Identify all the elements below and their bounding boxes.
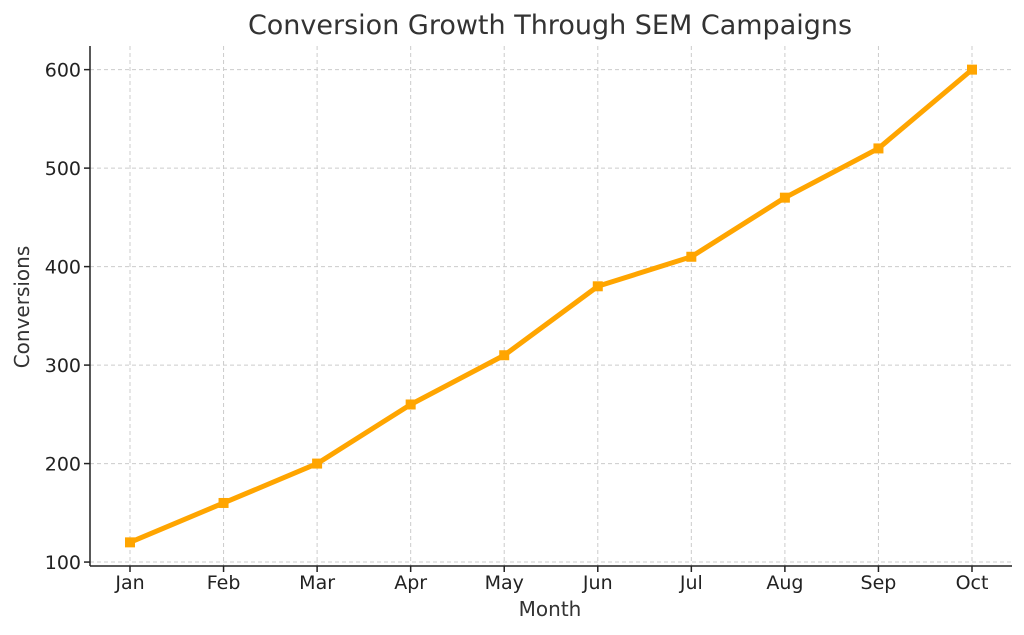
- x-tick-label-oct: Oct: [956, 572, 989, 594]
- y-tick-label-100: 100: [45, 552, 81, 574]
- x-tick-label-jul: Jul: [679, 572, 703, 594]
- y-tick-label-400: 400: [45, 257, 81, 279]
- x-tick-label-aug: Aug: [766, 572, 803, 594]
- x-tick-label-apr: Apr: [394, 572, 427, 594]
- axes: Jan Feb Mar Apr May Jun Jul Aug Sep Oct 100 200 300 4…: [45, 46, 1012, 594]
- x-tick-label-jan: Jan: [114, 572, 144, 594]
- x-tick-label-sep: Sep: [861, 572, 897, 594]
- data-point-mar: [312, 458, 323, 469]
- grid: [90, 46, 1012, 566]
- y-tick-label-200: 200: [45, 454, 81, 476]
- chart-title: Conversion Growth Through SEM Campaigns: [248, 10, 852, 41]
- x-axis-label: Month: [519, 597, 582, 621]
- x-tick-label-may: May: [485, 572, 524, 594]
- data-point-jul: [686, 251, 697, 262]
- data-point-sep: [873, 143, 884, 154]
- data-point-may: [499, 350, 510, 361]
- data-point-jan: [125, 537, 135, 548]
- x-tick-label-feb: Feb: [207, 572, 241, 594]
- data-point-jun: [592, 281, 603, 292]
- y-axis-label: Conversions: [10, 246, 34, 369]
- y-tick-label-600: 600: [45, 60, 81, 82]
- series: [125, 64, 977, 548]
- data-point-aug: [779, 192, 790, 203]
- data-point-apr: [405, 399, 416, 410]
- data-point-oct: [967, 64, 977, 75]
- x-tick-label-mar: Mar: [299, 572, 335, 594]
- y-tick-label-300: 300: [45, 355, 81, 377]
- y-tick-label-500: 500: [45, 158, 81, 180]
- data-point-feb: [218, 497, 229, 508]
- series-line-0: [127, 67, 975, 545]
- x-tick-label-jun: Jun: [582, 572, 613, 594]
